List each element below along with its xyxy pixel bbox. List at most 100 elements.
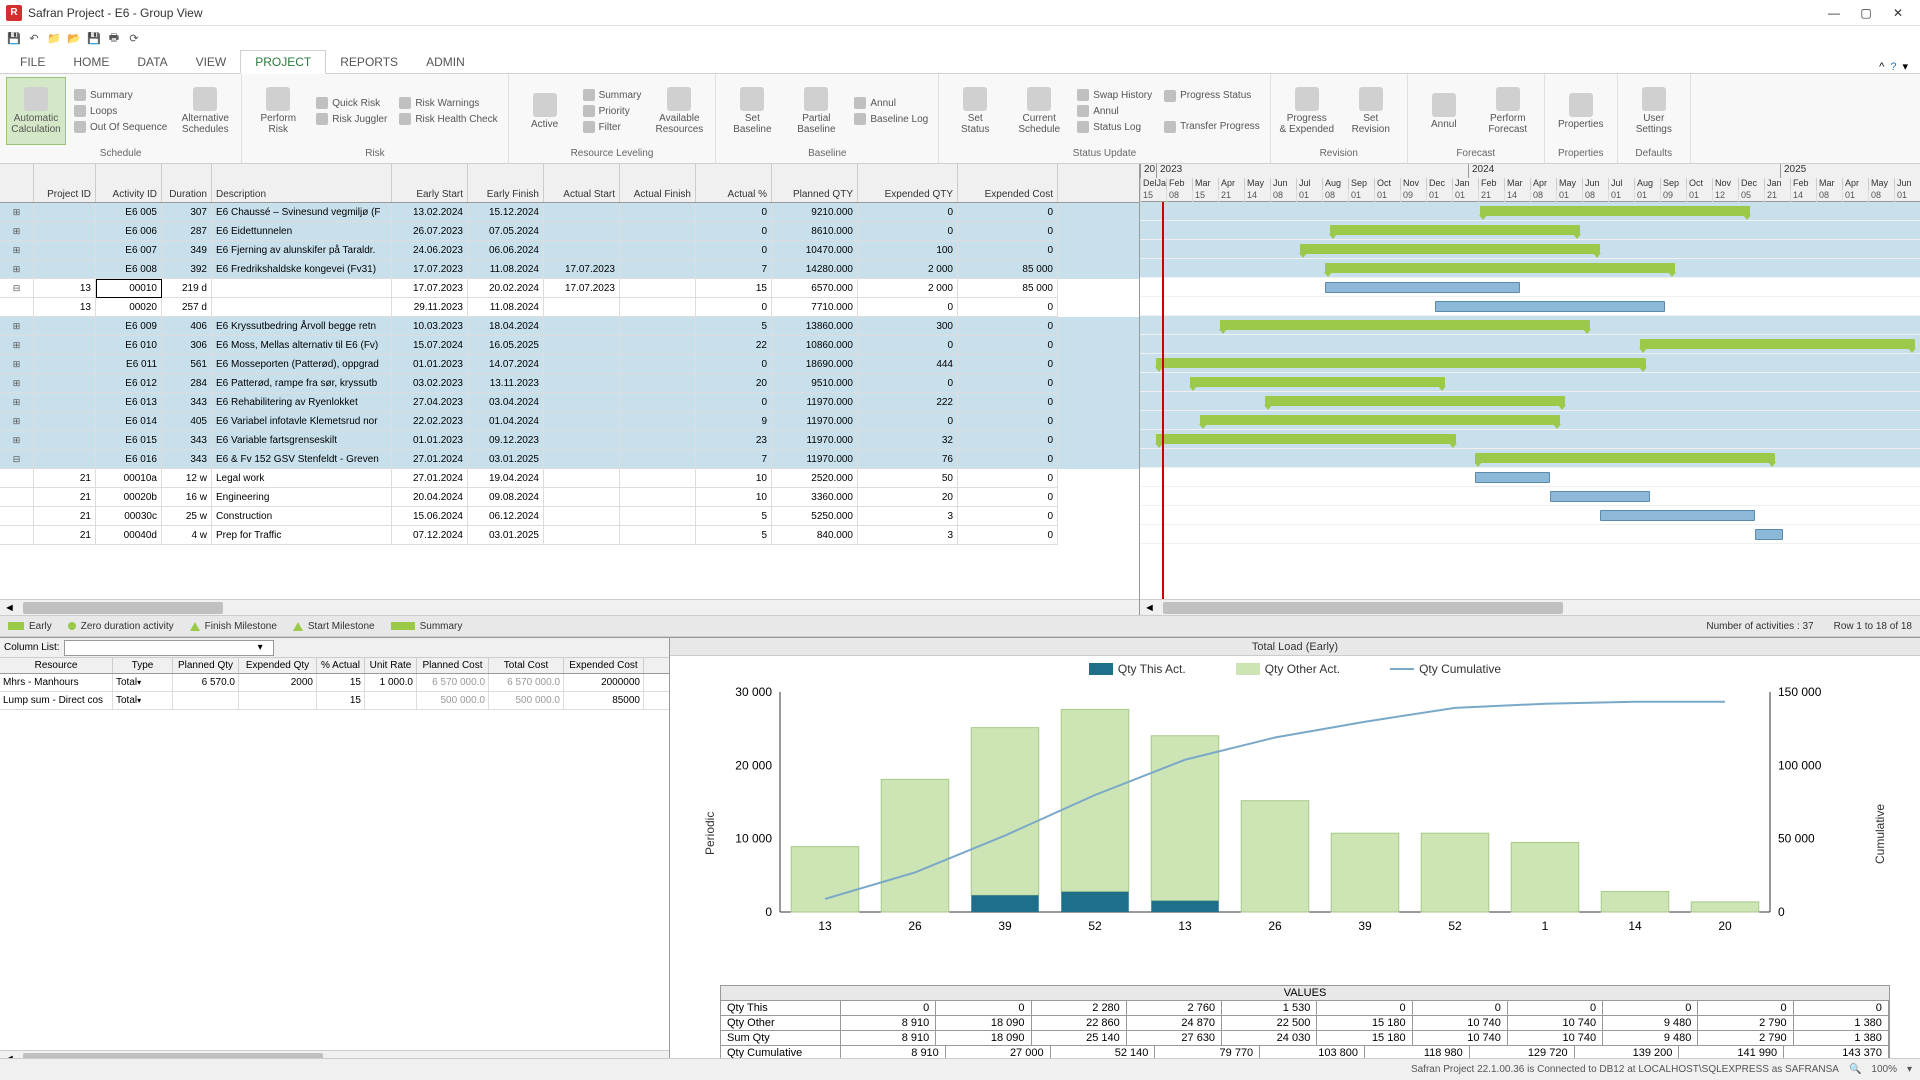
gantt-bar[interactable] bbox=[1156, 434, 1456, 444]
cell[interactable]: 2 000 bbox=[858, 260, 958, 279]
res-cell[interactable]: 6 570 000.0 bbox=[417, 674, 489, 691]
cell[interactable]: 100 bbox=[858, 241, 958, 260]
cell[interactable] bbox=[620, 298, 696, 317]
cell[interactable]: 0 bbox=[958, 469, 1058, 488]
expand-icon[interactable]: ⊞ bbox=[11, 245, 23, 256]
cell[interactable]: 01.04.2024 bbox=[468, 412, 544, 431]
cell[interactable]: 25 w bbox=[162, 507, 212, 526]
cell[interactable]: E6 010 bbox=[96, 336, 162, 355]
cell[interactable]: E6 Kryssutbedring Årvoll begge retn bbox=[212, 317, 392, 336]
cell[interactable]: 01.01.2023 bbox=[392, 431, 468, 450]
cell[interactable]: 11.08.2024 bbox=[468, 298, 544, 317]
cell[interactable]: 9510.000 bbox=[772, 374, 858, 393]
cell[interactable]: 13 bbox=[34, 298, 96, 317]
save2-icon[interactable]: 💾 bbox=[86, 30, 102, 46]
ribbon-current-schedule[interactable]: CurrentSchedule bbox=[1009, 77, 1069, 145]
cell[interactable]: E6 012 bbox=[96, 374, 162, 393]
res-cell[interactable] bbox=[239, 692, 317, 709]
cell[interactable]: 27.01.2024 bbox=[392, 450, 468, 469]
cell[interactable] bbox=[544, 203, 620, 222]
table-row[interactable]: 1300020257 d29.11.202311.08.202407710.00… bbox=[0, 298, 1139, 317]
res-col[interactable]: Expended Qty bbox=[239, 658, 317, 673]
cell[interactable]: 2520.000 bbox=[772, 469, 858, 488]
grid-body[interactable]: ⊞E6 005307E6 Chaussé – Svinesund vegmilj… bbox=[0, 203, 1139, 599]
cell[interactable]: 3 bbox=[858, 507, 958, 526]
col-early-finish[interactable]: Early Finish bbox=[468, 164, 544, 202]
resource-row[interactable]: Lump sum - Direct cosTotal ▾15500 000.05… bbox=[0, 692, 669, 710]
resource-row[interactable]: Mhrs - ManhoursTotal ▾6 570.02000151 000… bbox=[0, 674, 669, 692]
cell[interactable]: 21 bbox=[34, 488, 96, 507]
cell[interactable]: 21 bbox=[34, 507, 96, 526]
cell[interactable] bbox=[34, 241, 96, 260]
col-expended-qty[interactable]: Expended QTY bbox=[858, 164, 958, 202]
expand-icon[interactable]: ⊞ bbox=[11, 207, 23, 218]
expand-icon[interactable]: ⊞ bbox=[11, 435, 23, 446]
cell[interactable]: 85 000 bbox=[958, 260, 1058, 279]
cell[interactable]: E6 Fjerning av alunskifer på Taraldr. bbox=[212, 241, 392, 260]
dropdown-icon[interactable]: ▾ bbox=[258, 642, 263, 653]
menu-tab-project[interactable]: PROJECT bbox=[240, 50, 326, 74]
cell[interactable] bbox=[34, 393, 96, 412]
gantt-row[interactable] bbox=[1140, 278, 1920, 297]
cell[interactable]: 5250.000 bbox=[772, 507, 858, 526]
cell[interactable]: E6 Moss, Mellas alternativ til E6 (Fv) bbox=[212, 336, 392, 355]
ribbon-partial-baseline[interactable]: PartialBaseline bbox=[786, 77, 846, 145]
expand-icon[interactable]: ⊞ bbox=[11, 397, 23, 408]
gantt-row[interactable] bbox=[1140, 354, 1920, 373]
cell[interactable]: 26.07.2023 bbox=[392, 222, 468, 241]
table-row[interactable]: ⊞E6 015343E6 Variable fartsgrenseskilt01… bbox=[0, 431, 1139, 450]
cell[interactable]: 306 bbox=[162, 336, 212, 355]
cell[interactable]: E6 Fredrikshaldske kongevei (Fv31) bbox=[212, 260, 392, 279]
cell[interactable] bbox=[544, 241, 620, 260]
gantt-bar[interactable] bbox=[1156, 358, 1646, 368]
cell[interactable]: 840.000 bbox=[772, 526, 858, 545]
zoom-icon[interactable]: 🔍 bbox=[1849, 1064, 1861, 1075]
menu-tab-reports[interactable]: REPORTS bbox=[326, 51, 412, 73]
cell[interactable] bbox=[620, 241, 696, 260]
gantt-bar[interactable] bbox=[1300, 244, 1600, 254]
cell[interactable]: 10470.000 bbox=[772, 241, 858, 260]
cell[interactable]: 03.04.2024 bbox=[468, 393, 544, 412]
gantt-row[interactable] bbox=[1140, 240, 1920, 259]
cell[interactable]: 0 bbox=[958, 203, 1058, 222]
gantt-bar[interactable] bbox=[1325, 263, 1675, 273]
cell[interactable]: 349 bbox=[162, 241, 212, 260]
expand-icon[interactable]: ⊞ bbox=[11, 378, 23, 389]
undo-icon[interactable]: ↶ bbox=[26, 30, 42, 46]
expand-icon[interactable]: ⊞ bbox=[11, 321, 23, 332]
cell[interactable]: 8610.000 bbox=[772, 222, 858, 241]
print-icon[interactable]: 🖶 bbox=[106, 30, 122, 46]
col-duration[interactable]: Duration bbox=[162, 164, 212, 202]
cell[interactable]: 20.04.2024 bbox=[392, 488, 468, 507]
cell[interactable]: E6 007 bbox=[96, 241, 162, 260]
expand-icon[interactable]: ⊟ bbox=[11, 283, 23, 294]
menu-tab-admin[interactable]: ADMIN bbox=[412, 51, 479, 73]
res-cell[interactable]: 85000 bbox=[564, 692, 644, 709]
cell[interactable]: 14280.000 bbox=[772, 260, 858, 279]
cell[interactable]: 219 d bbox=[162, 279, 212, 298]
cell[interactable]: 0 bbox=[858, 374, 958, 393]
res-cell[interactable]: Total ▾ bbox=[113, 692, 173, 709]
cell[interactable]: 0 bbox=[958, 298, 1058, 317]
gantt-row[interactable] bbox=[1140, 259, 1920, 278]
cell[interactable]: E6 Rehabilitering av Ryenlokket bbox=[212, 393, 392, 412]
cell[interactable]: Prep for Traffic bbox=[212, 526, 392, 545]
gantt-bar[interactable] bbox=[1200, 415, 1560, 425]
ribbon-set-baseline[interactable]: SetBaseline bbox=[722, 77, 782, 145]
cell[interactable]: 0 bbox=[696, 203, 772, 222]
table-row[interactable]: ⊞E6 011561E6 Mosseporten (Patterød), opp… bbox=[0, 355, 1139, 374]
gantt-scrollbar[interactable]: ◄ bbox=[1140, 599, 1920, 615]
cell[interactable] bbox=[34, 450, 96, 469]
res-col[interactable]: Planned Qty bbox=[173, 658, 239, 673]
cell[interactable] bbox=[544, 469, 620, 488]
cell[interactable]: 76 bbox=[858, 450, 958, 469]
cell[interactable]: 10.03.2023 bbox=[392, 317, 468, 336]
cell[interactable] bbox=[620, 488, 696, 507]
cell[interactable]: 14.07.2024 bbox=[468, 355, 544, 374]
ribbon-progress-&-expended[interactable]: Progress& Expended bbox=[1277, 77, 1337, 145]
cell[interactable]: 01.01.2023 bbox=[392, 355, 468, 374]
cell[interactable]: 0 bbox=[958, 317, 1058, 336]
cell[interactable]: 284 bbox=[162, 374, 212, 393]
col-project-id[interactable]: Project ID bbox=[34, 164, 96, 202]
cell[interactable]: 300 bbox=[858, 317, 958, 336]
